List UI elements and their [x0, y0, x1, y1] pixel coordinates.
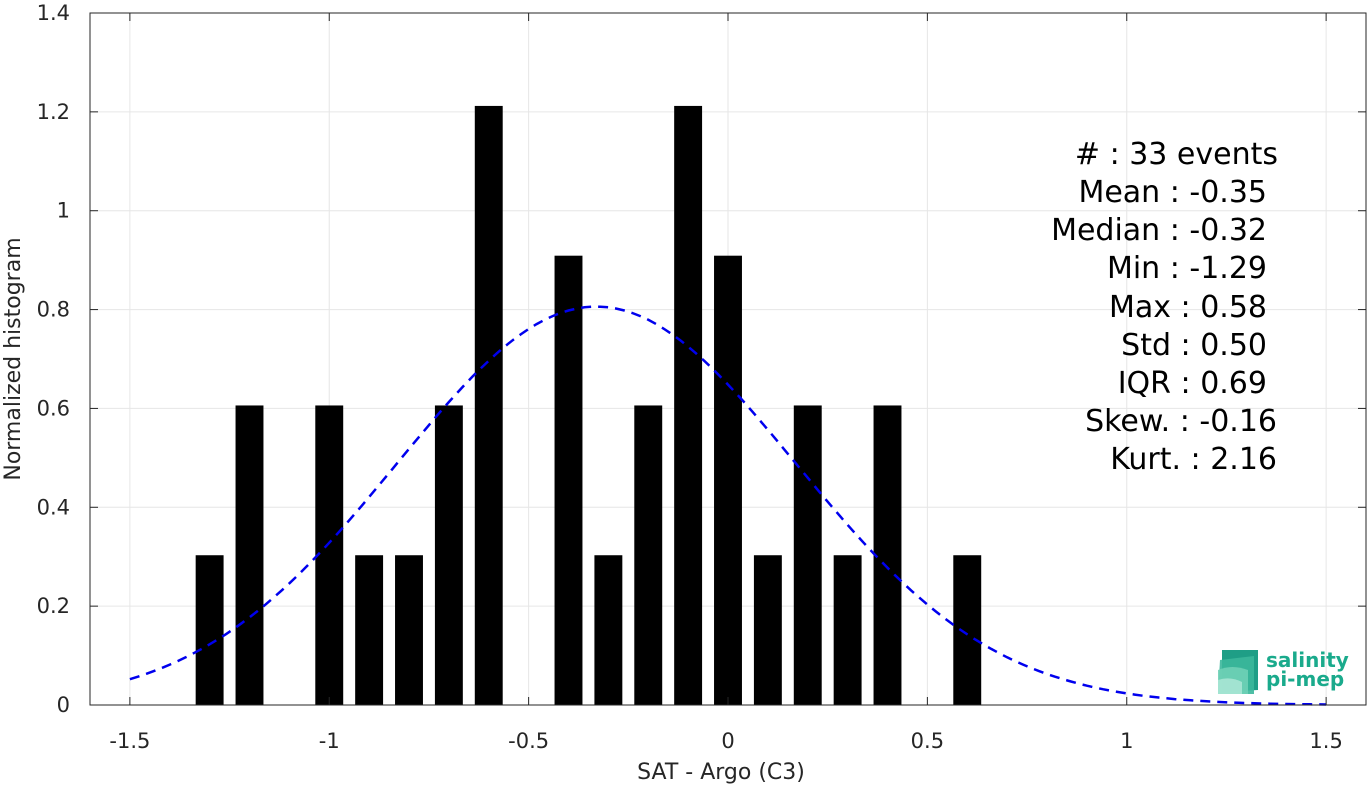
stat-iqr: IQR : 0.69 [1118, 366, 1267, 401]
histogram-bar [195, 555, 224, 705]
stat-events: # : 33 events [1075, 137, 1278, 172]
grid-lines [90, 12, 1366, 706]
stat-mean: Mean : -0.35 [1078, 175, 1267, 210]
histogram-bar [554, 255, 583, 706]
x-tick-label: 0.5 [911, 729, 944, 753]
x-tick-label: 1 [1120, 729, 1133, 753]
histogram-bar [793, 405, 822, 705]
histogram-bar [634, 405, 663, 705]
stat-min: Min : -1.29 [1107, 251, 1267, 286]
histogram-bar [235, 405, 264, 705]
stats-annotation: # : 33 events Mean : -0.35 Median : -0.3… [1051, 137, 1278, 477]
x-tick-label: -1 [319, 729, 340, 753]
histogram-bar [674, 105, 703, 705]
y-tick-label: 0.6 [37, 396, 70, 420]
y-tick-label: 1 [57, 199, 70, 223]
stat-std: Std : 0.50 [1121, 328, 1267, 363]
salinity-pi-mep-logo: salinity pi-mep [1218, 648, 1349, 694]
logo-line-2: pi-mep [1266, 667, 1344, 691]
x-tick-label: 1.5 [1309, 729, 1342, 753]
histogram-bar [474, 105, 503, 705]
histogram-bar [873, 405, 902, 705]
histogram-bar [395, 555, 423, 705]
x-tick-label: -1.5 [109, 729, 150, 753]
fit-curve-line [129, 305, 1327, 706]
wave-icon [1218, 650, 1258, 694]
x-tick-label: 0 [721, 729, 734, 753]
y-tick-label: 0.2 [37, 594, 70, 618]
x-tick-label: -0.5 [508, 729, 549, 753]
histogram-bar [753, 555, 782, 705]
histogram-bar [434, 405, 463, 705]
histogram-bar [315, 405, 344, 705]
histogram-bar [355, 555, 384, 705]
y-tick-label: 1.2 [37, 100, 70, 124]
histogram-bar [714, 255, 742, 706]
y-tick-label: 0.8 [37, 298, 70, 322]
stat-max: Max : 0.58 [1109, 290, 1267, 325]
y-tick-label: 0 [57, 693, 70, 717]
histogram-bar [833, 555, 862, 705]
axis-ticks: -1.5 -1 -0.5 0 0.5 1 1.5 0 0.2 0.4 0.6 0.8 1 1.2 1.4 [37, 1, 1366, 753]
histogram-bar [594, 555, 623, 705]
stat-kurt: Kurt. : 2.16 [1110, 442, 1277, 477]
normal-fit-curve [129, 305, 1327, 706]
stat-median: Median : -0.32 [1051, 213, 1267, 248]
x-axis-label: SAT - Argo (C3) [637, 760, 805, 785]
y-tick-label: 0.4 [37, 495, 70, 519]
logo-line-1: salinity [1266, 648, 1349, 672]
stat-skew: Skew. : -0.16 [1085, 404, 1277, 439]
y-axis-label: Normalized histogram [1, 237, 26, 480]
histogram-bar [953, 555, 982, 705]
histogram-bars [195, 105, 982, 706]
y-tick-label: 1.4 [37, 1, 70, 25]
